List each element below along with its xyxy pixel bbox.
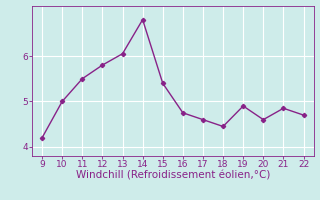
X-axis label: Windchill (Refroidissement éolien,°C): Windchill (Refroidissement éolien,°C) [76,171,270,181]
